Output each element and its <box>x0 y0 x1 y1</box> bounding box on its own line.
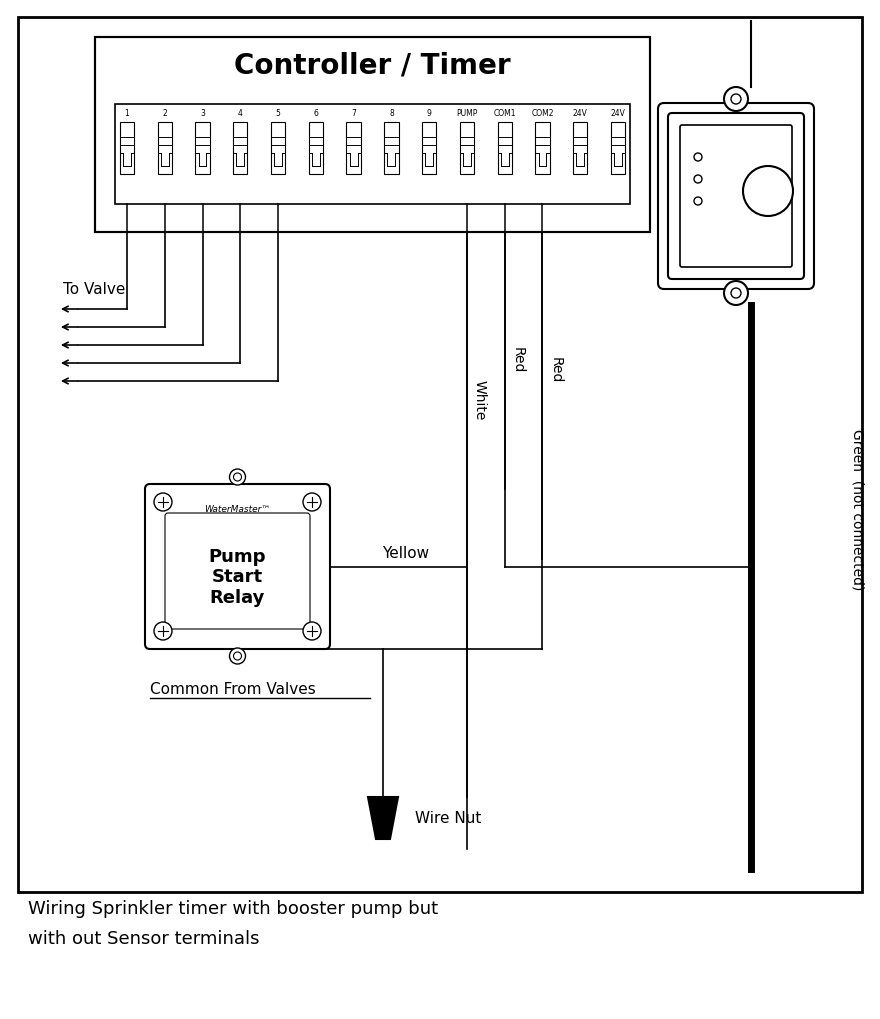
Bar <box>347 123 361 175</box>
Text: 8: 8 <box>389 108 393 117</box>
Circle shape <box>154 623 172 640</box>
Bar <box>18 18 862 892</box>
Text: 1: 1 <box>125 108 129 117</box>
Text: Controller / Timer: Controller / Timer <box>234 52 510 79</box>
Bar <box>115 105 630 205</box>
Text: Red: Red <box>548 357 562 383</box>
Text: COM2: COM2 <box>532 108 554 117</box>
Circle shape <box>694 154 702 162</box>
FancyBboxPatch shape <box>658 104 814 289</box>
FancyBboxPatch shape <box>165 514 310 630</box>
Bar <box>611 123 625 175</box>
Circle shape <box>303 493 321 512</box>
Bar <box>422 123 436 175</box>
Text: 3: 3 <box>200 108 205 117</box>
Circle shape <box>230 470 246 485</box>
Text: with out Sensor terminals: with out Sensor terminals <box>28 929 260 947</box>
Text: White: White <box>473 379 487 420</box>
Text: PUMP: PUMP <box>456 108 478 117</box>
Text: Wiring Sprinkler timer with booster pump but: Wiring Sprinkler timer with booster pump… <box>28 899 438 917</box>
Circle shape <box>230 648 246 664</box>
Bar <box>195 123 209 175</box>
Text: 5: 5 <box>275 108 281 117</box>
Text: COM1: COM1 <box>494 108 516 117</box>
Bar <box>95 38 650 232</box>
Circle shape <box>731 95 741 105</box>
Circle shape <box>694 198 702 206</box>
Text: Green  (not connected): Green (not connected) <box>851 429 865 590</box>
Circle shape <box>724 88 748 112</box>
Text: Wire Nut: Wire Nut <box>415 811 481 825</box>
FancyBboxPatch shape <box>145 484 330 649</box>
Circle shape <box>724 281 748 306</box>
Text: WaterMaster™: WaterMaster™ <box>204 505 271 514</box>
Circle shape <box>731 288 741 299</box>
Text: Common From Valves: Common From Valves <box>150 682 316 697</box>
Bar <box>233 123 247 175</box>
Text: 6: 6 <box>313 108 319 117</box>
Circle shape <box>694 176 702 183</box>
Bar <box>120 123 134 175</box>
Text: Pump
Start
Relay: Pump Start Relay <box>209 547 267 606</box>
Bar <box>309 123 323 175</box>
Circle shape <box>233 652 241 660</box>
Circle shape <box>303 623 321 640</box>
Text: 24V: 24V <box>573 108 588 117</box>
Text: Yellow: Yellow <box>383 545 429 560</box>
Text: Red: Red <box>510 346 524 373</box>
Text: To Valve: To Valve <box>63 282 125 298</box>
Bar <box>385 123 399 175</box>
Text: 24V: 24V <box>611 108 626 117</box>
FancyBboxPatch shape <box>668 114 804 280</box>
Bar <box>535 123 550 175</box>
Text: 9: 9 <box>427 108 431 117</box>
Circle shape <box>743 167 793 217</box>
Polygon shape <box>368 797 398 840</box>
FancyBboxPatch shape <box>680 126 792 268</box>
Circle shape <box>233 474 241 482</box>
Bar <box>497 123 512 175</box>
Text: 4: 4 <box>238 108 243 117</box>
Circle shape <box>154 493 172 512</box>
Text: 7: 7 <box>351 108 356 117</box>
Bar <box>459 123 474 175</box>
Text: 2: 2 <box>163 108 167 117</box>
Bar <box>573 123 588 175</box>
Bar <box>95 38 650 232</box>
Bar <box>158 123 172 175</box>
Bar <box>271 123 285 175</box>
